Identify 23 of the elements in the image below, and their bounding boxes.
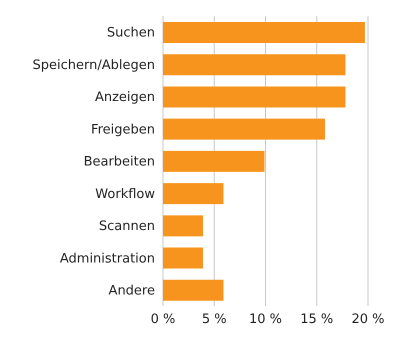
bar xyxy=(163,150,264,172)
bar xyxy=(163,86,346,108)
y-tick-label: Administration xyxy=(60,251,155,266)
bar xyxy=(163,215,203,236)
y-tick-label: Andere xyxy=(108,284,155,299)
x-tick-label: 10 % xyxy=(248,312,282,328)
y-tick-label: Workflow xyxy=(95,186,156,202)
y-tick-label: Scannen xyxy=(98,219,155,234)
bar xyxy=(163,54,346,76)
y-tick-label: Speichern/Ablegen xyxy=(32,58,155,73)
x-tick-label: 20 % xyxy=(351,312,385,328)
y-tick-label: Bearbeiten xyxy=(84,154,155,170)
x-tick-label: 15 % xyxy=(300,312,334,328)
x-tick-label: 0 % xyxy=(150,312,176,328)
y-tick-label: Freigeben xyxy=(91,122,155,138)
y-tick-label: Suchen xyxy=(106,26,155,41)
bar xyxy=(163,248,203,269)
bar xyxy=(163,280,224,301)
bar xyxy=(163,118,325,140)
x-tick-label: 5 % xyxy=(202,312,227,328)
bar xyxy=(163,183,224,204)
y-tick-label: Anzeigen xyxy=(94,90,155,106)
bar xyxy=(163,22,365,43)
